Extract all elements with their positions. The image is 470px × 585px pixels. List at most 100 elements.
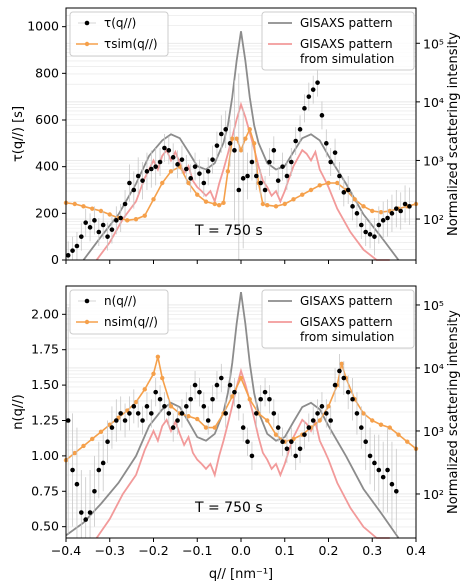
y2-axis-label: Normalized scattering intensity: [446, 310, 461, 514]
data-point: [367, 453, 373, 459]
sim-point: [151, 371, 156, 376]
data-point: [254, 411, 259, 416]
legend-label: GISAXS pattern: [300, 37, 393, 51]
sim-point: [186, 180, 191, 186]
data-point: [267, 159, 272, 165]
data-point: [332, 382, 338, 388]
data-point: [328, 418, 333, 423]
sim-point: [361, 204, 366, 209]
y2-tick-label: 10⁴: [423, 361, 444, 376]
data-point: [389, 481, 395, 487]
data-point: [385, 467, 390, 473]
x-tick-label: 0.3: [362, 543, 382, 558]
data-point: [227, 382, 233, 388]
sim-point: [125, 218, 130, 223]
data-point: [135, 173, 141, 179]
sim-point: [90, 206, 95, 211]
data-point: [149, 411, 154, 416]
y2-tick-label: 10²: [423, 487, 444, 502]
data-point: [96, 229, 102, 235]
sim-point: [273, 432, 279, 437]
data-point: [236, 404, 242, 409]
y-tick-label: 200: [35, 205, 59, 220]
data-point: [240, 425, 246, 430]
data-point: [170, 425, 176, 430]
data-point: [87, 510, 93, 515]
x-axis-label: q// [nm⁻¹]: [209, 567, 273, 582]
data-point: [79, 510, 84, 515]
data-point: [197, 171, 202, 176]
data-point: [122, 418, 128, 423]
sim-point: [300, 192, 305, 197]
data-point: [306, 94, 312, 99]
data-point: [100, 460, 106, 466]
y-tick-label: 400: [35, 159, 59, 174]
data-point: [324, 141, 329, 146]
sim-point: [265, 202, 270, 208]
data-point: [372, 460, 377, 466]
y-tick-label: 1000: [27, 19, 59, 34]
sim-point: [378, 422, 384, 427]
data-point: [184, 404, 189, 409]
data-point: [144, 404, 150, 409]
sim-point: [98, 429, 104, 435]
sim-point: [212, 201, 217, 207]
x-tick-label: −0.4: [51, 543, 81, 558]
data-point: [315, 80, 320, 85]
data-point: [140, 178, 145, 183]
data-point: [127, 180, 132, 186]
data-point: [232, 148, 237, 153]
data-point: [319, 113, 325, 118]
data-point: [74, 481, 80, 487]
sim-point: [186, 414, 191, 419]
sim-point: [339, 361, 344, 367]
annotation: T = 750 s: [194, 223, 263, 239]
data-point: [166, 411, 172, 416]
legend-label: nsim(q//): [104, 315, 158, 329]
data-point: [105, 234, 110, 239]
gisaxs-line: [82, 31, 400, 261]
data-point: [271, 411, 277, 416]
data-point: [354, 211, 360, 216]
data-point: [385, 215, 390, 221]
data-point: [289, 439, 294, 445]
data-point: [114, 418, 119, 423]
data-point: [359, 425, 364, 430]
legend-label: from simulation: [300, 52, 394, 66]
sim-point: [98, 208, 104, 214]
data-point: [153, 389, 158, 395]
data-point: [232, 389, 237, 395]
data-point: [284, 446, 290, 452]
x-tick-label: −0.3: [95, 543, 125, 558]
sim-point: [326, 180, 331, 186]
sim-point: [273, 204, 279, 209]
sim-point: [308, 187, 314, 193]
ticks: 0 200 400 600 800 1000 10² 10³ 10⁴ 10⁵: [27, 19, 444, 267]
data-point: [149, 166, 154, 172]
sim-point: [251, 141, 257, 146]
sim-point: [168, 169, 174, 174]
data-point: [302, 432, 307, 437]
data-point: [65, 418, 71, 423]
legend-label: GISAXS pattern: [300, 294, 393, 308]
data-point: [100, 222, 106, 228]
sim-point: [370, 208, 375, 214]
sim-point: [282, 201, 287, 207]
y-tick-label: 0.50: [31, 519, 59, 534]
legend-label: GISAXS pattern: [300, 315, 393, 329]
data-point: [140, 418, 145, 423]
x-tick-label: −0.2: [138, 543, 168, 558]
data-point: [205, 169, 211, 174]
data-point: [214, 382, 220, 388]
data-point: [210, 396, 215, 402]
grid: [66, 285, 416, 539]
x-tick-label: −0.1: [182, 543, 212, 558]
data-point: [162, 404, 167, 409]
data-point: [407, 204, 412, 209]
y2-axis-label: Normalized scattering intensity: [446, 32, 461, 236]
data-point: [402, 201, 408, 207]
legend-right: [261, 289, 415, 349]
data-point: [363, 439, 368, 445]
data-point: [214, 143, 220, 148]
data-point: [249, 453, 255, 459]
